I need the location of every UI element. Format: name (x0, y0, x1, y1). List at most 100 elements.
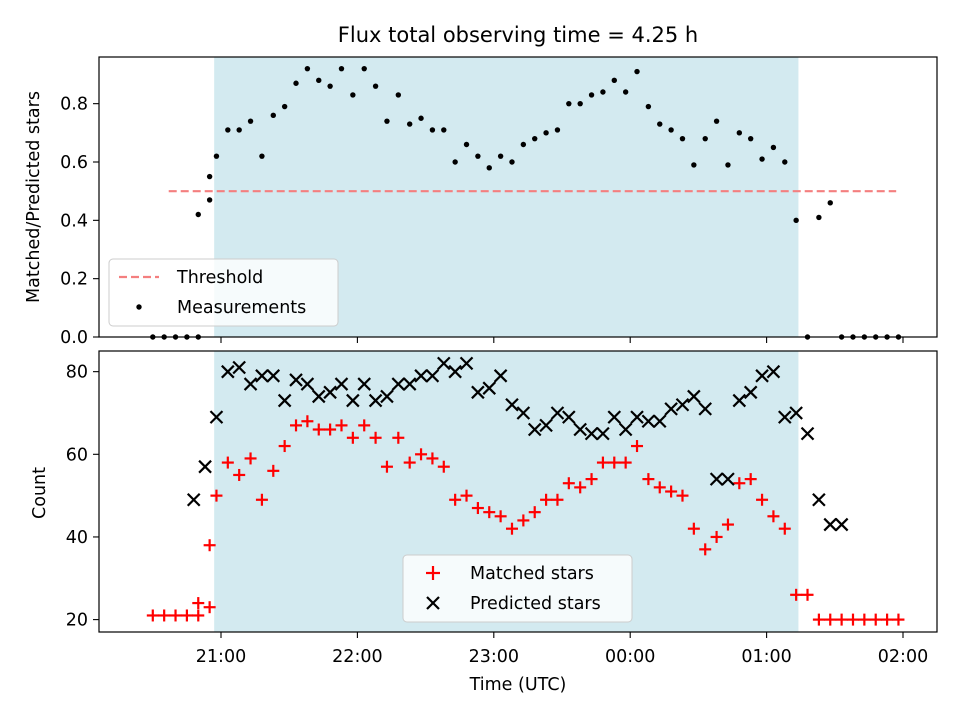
matched-star-point (517, 514, 530, 527)
predicted-star-point (573, 422, 587, 437)
matched-star-point (631, 440, 644, 453)
measurement-point (759, 156, 765, 162)
predicted-star-point (596, 426, 610, 441)
legend-threshold-label: Threshold (176, 268, 263, 288)
predicted-star-point (721, 472, 735, 486)
matched-star-point (642, 473, 655, 486)
measurement-point (827, 200, 833, 206)
matched-star-point (676, 489, 689, 502)
y-tick-label: 0.0 (60, 328, 88, 348)
matched-star-point (403, 456, 416, 469)
predicted-star-point (505, 397, 519, 412)
measurement-point (554, 127, 561, 133)
predicted-star-point (630, 410, 644, 424)
matched-star-point (744, 473, 757, 486)
predicted-star-point (550, 406, 565, 420)
predicted-star-point (209, 410, 224, 424)
measurement-point (770, 144, 777, 151)
predicted-star-point (812, 492, 826, 507)
matched-star-point (574, 481, 587, 494)
predicted-star-point (834, 517, 849, 532)
bottom-y-axis-label: Count (30, 467, 50, 519)
measurement-point (236, 127, 242, 133)
matched-star-point (192, 597, 205, 610)
measurement-point (611, 77, 617, 84)
predicted-star-point (652, 414, 667, 429)
measurement-point (713, 118, 720, 124)
predicted-star-point (402, 377, 417, 391)
matched-star-point (169, 609, 182, 622)
matched-star-point (835, 613, 848, 626)
matched-star-point (203, 601, 216, 614)
legend-matched-label: Matched stars (470, 564, 594, 584)
matched-star-point (767, 510, 780, 523)
matched-star-point (158, 609, 171, 622)
matched-star-point (892, 613, 905, 626)
top-axes-frame (98, 56, 938, 338)
predicted-star-point (391, 377, 406, 391)
measurement-point (384, 118, 390, 124)
predicted-star-point (584, 426, 599, 441)
measurement-point (588, 92, 595, 98)
measurement-point (645, 103, 652, 110)
matched-star-point (790, 588, 803, 601)
predicted-star-point (221, 364, 235, 379)
matched-star-point (301, 415, 314, 428)
matched-star-point (369, 431, 382, 444)
matched-star-point (494, 510, 507, 523)
predicted-star-point (527, 422, 542, 437)
bottom-x-axis-label: Time (UTC) (469, 675, 567, 695)
bottom-legend: Matched stars Predicted stars (402, 554, 633, 623)
matched-star-point (203, 539, 216, 552)
measurement-point (679, 135, 686, 142)
predicted-star-point (448, 364, 462, 379)
measurement-point (293, 80, 299, 86)
y-tick-label: 0.6 (60, 153, 88, 173)
matched-star-point (721, 518, 734, 531)
measurement-point (702, 135, 708, 142)
measurement-point (747, 135, 754, 142)
measurement-point (509, 159, 515, 165)
predicted-star-point (459, 356, 474, 371)
measurement-point (600, 89, 606, 95)
y-tick-label: 60 (66, 445, 88, 465)
measurement-point (247, 118, 254, 124)
matched-star-point (812, 613, 825, 626)
predicted-star-point (277, 393, 292, 408)
measurement-point (304, 65, 311, 72)
predicted-star-point (186, 492, 201, 507)
matched-star-point (801, 588, 814, 601)
matched-star-point (846, 613, 859, 626)
measurement-point (782, 159, 788, 165)
predicted-star-point (664, 402, 678, 416)
matched-star-point (335, 419, 348, 432)
bottom-axes-frame (98, 350, 938, 633)
matched-star-point (346, 431, 359, 444)
predicted-star-point (766, 364, 781, 379)
measurement-point (452, 159, 458, 165)
matched-star-point (244, 452, 257, 465)
measurement-point (316, 77, 322, 84)
matched-star-point (756, 493, 769, 506)
measurement-point (361, 65, 367, 72)
predicted-star-point (641, 414, 656, 429)
predicted-star-point (687, 389, 701, 404)
matched-star-point (665, 485, 678, 498)
predicted-star-point (425, 369, 440, 383)
measurement-point (725, 162, 731, 168)
matched-star-point (221, 456, 234, 469)
measurement-point (441, 127, 447, 133)
matched-star-point (312, 423, 325, 436)
top-y-axis-label: Matched/Predicted stars (24, 91, 44, 303)
matched-star-point (551, 493, 564, 506)
matched-star-point (255, 493, 268, 506)
top-legend: Threshold Measurements (108, 258, 339, 327)
bottom-x-ticks: 21:00 22:00 23:00 00:00 01:00 02:00 (196, 632, 928, 667)
matched-star-point (653, 481, 666, 494)
predicted-star-point (255, 369, 269, 383)
predicted-star-point (357, 377, 371, 391)
predicted-star-point (289, 373, 303, 387)
matched-star-point (687, 522, 700, 535)
measurement-point (463, 141, 470, 148)
